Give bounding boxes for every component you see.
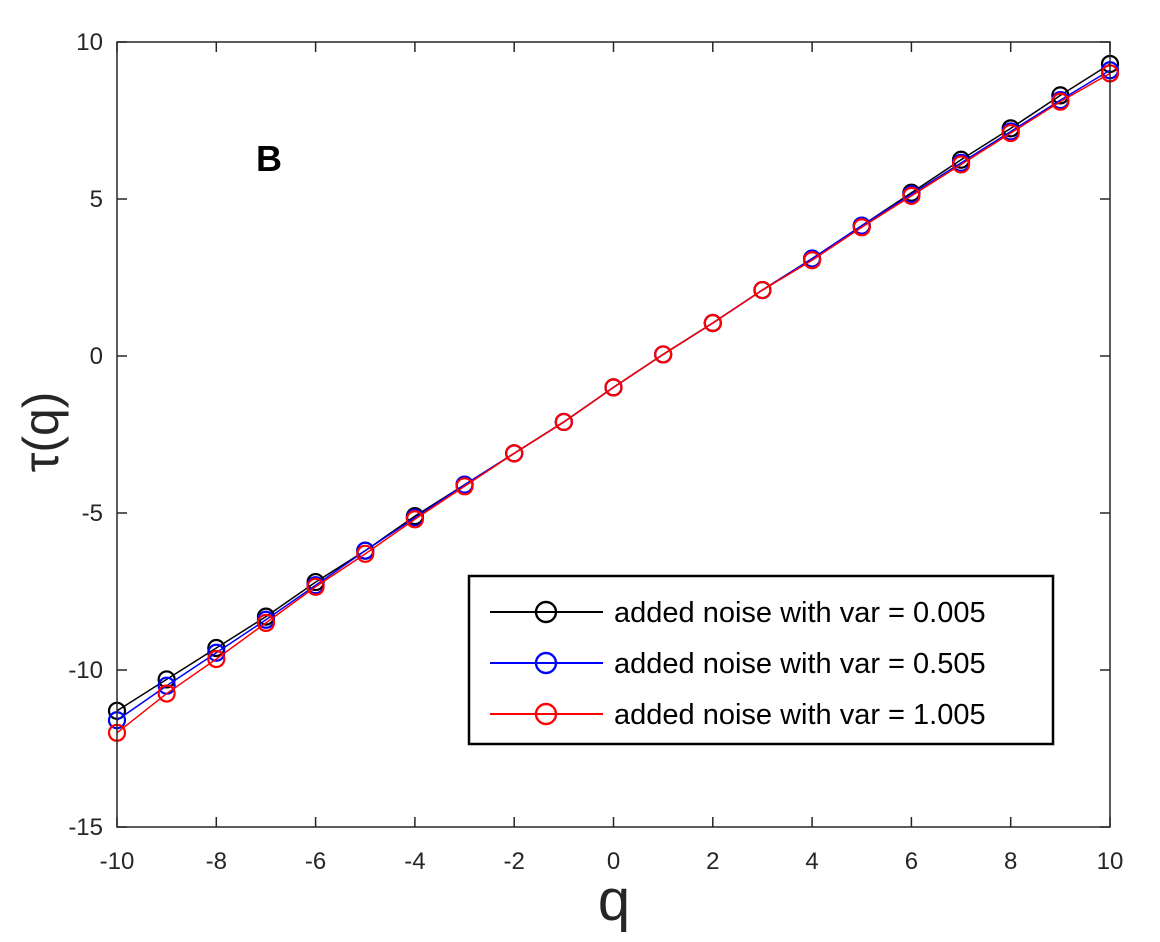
data-point-series-2 — [951, 155, 971, 174]
data-point-series-2 — [256, 613, 276, 633]
y-tick-label: -10 — [68, 657, 103, 684]
x-tick-label: 8 — [1004, 848, 1017, 875]
x-tick-label: -6 — [305, 848, 326, 875]
x-tick-label: 6 — [905, 848, 918, 875]
legend-box — [467, 574, 1055, 746]
y-tick-label: -15 — [68, 814, 103, 841]
legend-marker-2 — [534, 702, 558, 726]
x-tick-label: -10 — [100, 848, 135, 875]
x-tick-label: 2 — [706, 848, 719, 875]
data-point-series-2 — [207, 649, 226, 669]
data-point-series-2 — [505, 444, 524, 463]
legend: added noise with var = 0.005 added noise … — [467, 574, 1055, 746]
panel-label: B — [256, 138, 282, 179]
legend-marker-1 — [534, 651, 558, 675]
x-tick-label: -2 — [504, 848, 525, 875]
data-point-series-2 — [802, 251, 822, 270]
x-tick-label: 4 — [805, 848, 818, 875]
y-tick-label: -5 — [82, 500, 103, 527]
data-point-series-2 — [654, 345, 673, 364]
x-tick-label: 10 — [1097, 848, 1124, 875]
y-tick-label: 10 — [76, 29, 103, 56]
data-point-series-2 — [852, 218, 871, 237]
data-point-series-2 — [157, 684, 176, 703]
data-point-series-2 — [753, 280, 772, 300]
data-point-series-2 — [703, 313, 722, 333]
legend-label-1: added noise with var = 0.505 — [614, 648, 986, 680]
data-point-series-2 — [455, 477, 474, 496]
y-tick-label: 0 — [90, 343, 103, 370]
data-point-series-2 — [1001, 123, 1020, 143]
data-point-series-2 — [604, 378, 623, 397]
data-point-series-2 — [554, 412, 573, 432]
legend-marker-0 — [534, 600, 558, 624]
data-point-series-2 — [405, 510, 424, 529]
data-point-series-2 — [356, 544, 375, 563]
data-point-series-0 — [157, 670, 176, 689]
data-point-series-2 — [306, 577, 325, 596]
series-line-2 — [116, 72, 1111, 734]
legend-label-0: added noise with var = 0.005 — [614, 597, 986, 629]
x-axis-title: q — [598, 868, 630, 933]
y-tick-label: 5 — [90, 186, 103, 213]
ticks-layer: -10 -8 -6 -4 -2 0 2 4 6 8 10 -15 -10 -5 0 5 10 — [68, 29, 1123, 875]
x-tick-label: 0 — [607, 848, 620, 875]
x-tick-label: -8 — [206, 848, 227, 875]
data-point-series-2 — [1051, 92, 1070, 111]
legend-label-2: added noise with var = 1.005 — [614, 699, 986, 731]
data-point-series-2 — [902, 186, 921, 205]
x-tick-label: -4 — [404, 848, 425, 875]
y-axis-title: τ(q) — [13, 392, 69, 473]
